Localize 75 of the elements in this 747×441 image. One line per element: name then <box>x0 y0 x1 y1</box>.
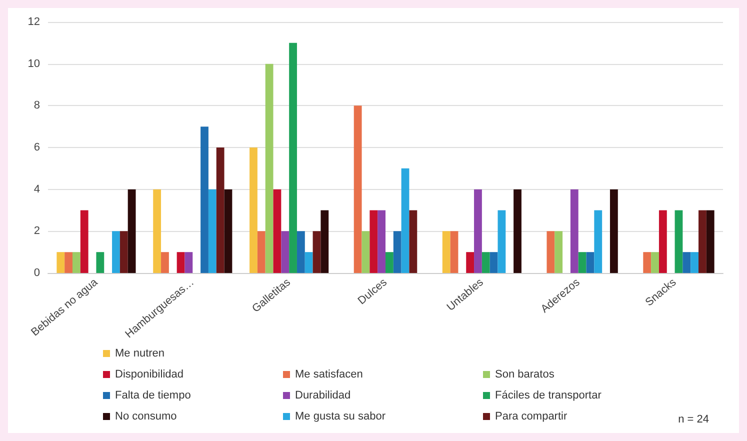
bar <box>482 252 490 273</box>
bar <box>281 231 290 273</box>
bar <box>176 252 185 273</box>
legend-label: Falta de tiempo <box>115 390 191 402</box>
bar <box>273 189 282 273</box>
bar <box>450 231 458 273</box>
bar <box>386 252 394 273</box>
bar <box>498 210 506 273</box>
bar <box>200 126 208 273</box>
y-tick-label: 8 <box>34 100 40 112</box>
bar <box>570 189 578 273</box>
bar <box>474 189 482 273</box>
bar <box>514 189 522 273</box>
bar <box>96 252 104 273</box>
legend-label: Fáciles de transportar <box>495 390 602 402</box>
bar <box>128 189 136 273</box>
bar <box>546 231 555 273</box>
y-tick-label: 10 <box>28 58 40 70</box>
bar <box>289 42 297 273</box>
bar <box>578 252 586 273</box>
bar <box>304 252 313 273</box>
bar <box>594 210 602 273</box>
bar <box>643 252 652 273</box>
bar <box>216 148 224 273</box>
bar <box>161 252 169 273</box>
legend-label: Me nutren <box>115 348 165 360</box>
bar <box>378 210 386 273</box>
bar <box>658 210 667 273</box>
legend-label: Para compartir <box>495 410 568 422</box>
bar <box>354 106 362 273</box>
bar <box>682 252 691 273</box>
bar <box>442 231 450 273</box>
y-tick-label: 12 <box>28 16 40 28</box>
bar <box>554 231 563 273</box>
bar <box>56 252 65 273</box>
text: n = 24 <box>678 414 709 426</box>
legend-label: Disponibilidad <box>115 368 184 380</box>
y-tick-label: 6 <box>34 142 40 154</box>
bar <box>250 148 258 273</box>
bar <box>184 252 193 273</box>
bar <box>362 231 370 273</box>
bar <box>72 252 80 273</box>
bar <box>698 210 706 273</box>
legend-label: Durabilidad <box>295 390 351 402</box>
bar <box>257 231 266 273</box>
bar <box>690 252 699 273</box>
bar <box>224 189 232 273</box>
bar <box>651 252 659 273</box>
bar <box>112 231 120 273</box>
legend-label: Me satisfacen <box>295 368 363 380</box>
bar <box>120 231 128 273</box>
bar <box>586 252 594 273</box>
y-tick-label: 0 <box>34 267 40 279</box>
bar <box>409 210 418 273</box>
bar <box>208 189 216 273</box>
bar <box>80 210 88 273</box>
bar <box>153 189 162 273</box>
bar <box>674 210 683 273</box>
legend-label: Son baratos <box>495 368 555 380</box>
y-tick-label: 4 <box>34 183 40 196</box>
bar <box>312 231 321 273</box>
bar <box>610 189 618 273</box>
bar <box>466 252 474 273</box>
legend-label: No consumo <box>115 410 177 422</box>
y-tick-label: 2 <box>34 225 40 238</box>
bar <box>370 210 378 273</box>
bar <box>393 231 402 273</box>
bar <box>401 168 410 273</box>
bar <box>296 231 305 273</box>
bar <box>490 252 498 273</box>
bar <box>320 210 329 273</box>
bar <box>265 64 274 273</box>
bar <box>706 210 714 273</box>
bar <box>64 252 72 273</box>
legend-label: Me gusta su sabor <box>295 410 386 422</box>
